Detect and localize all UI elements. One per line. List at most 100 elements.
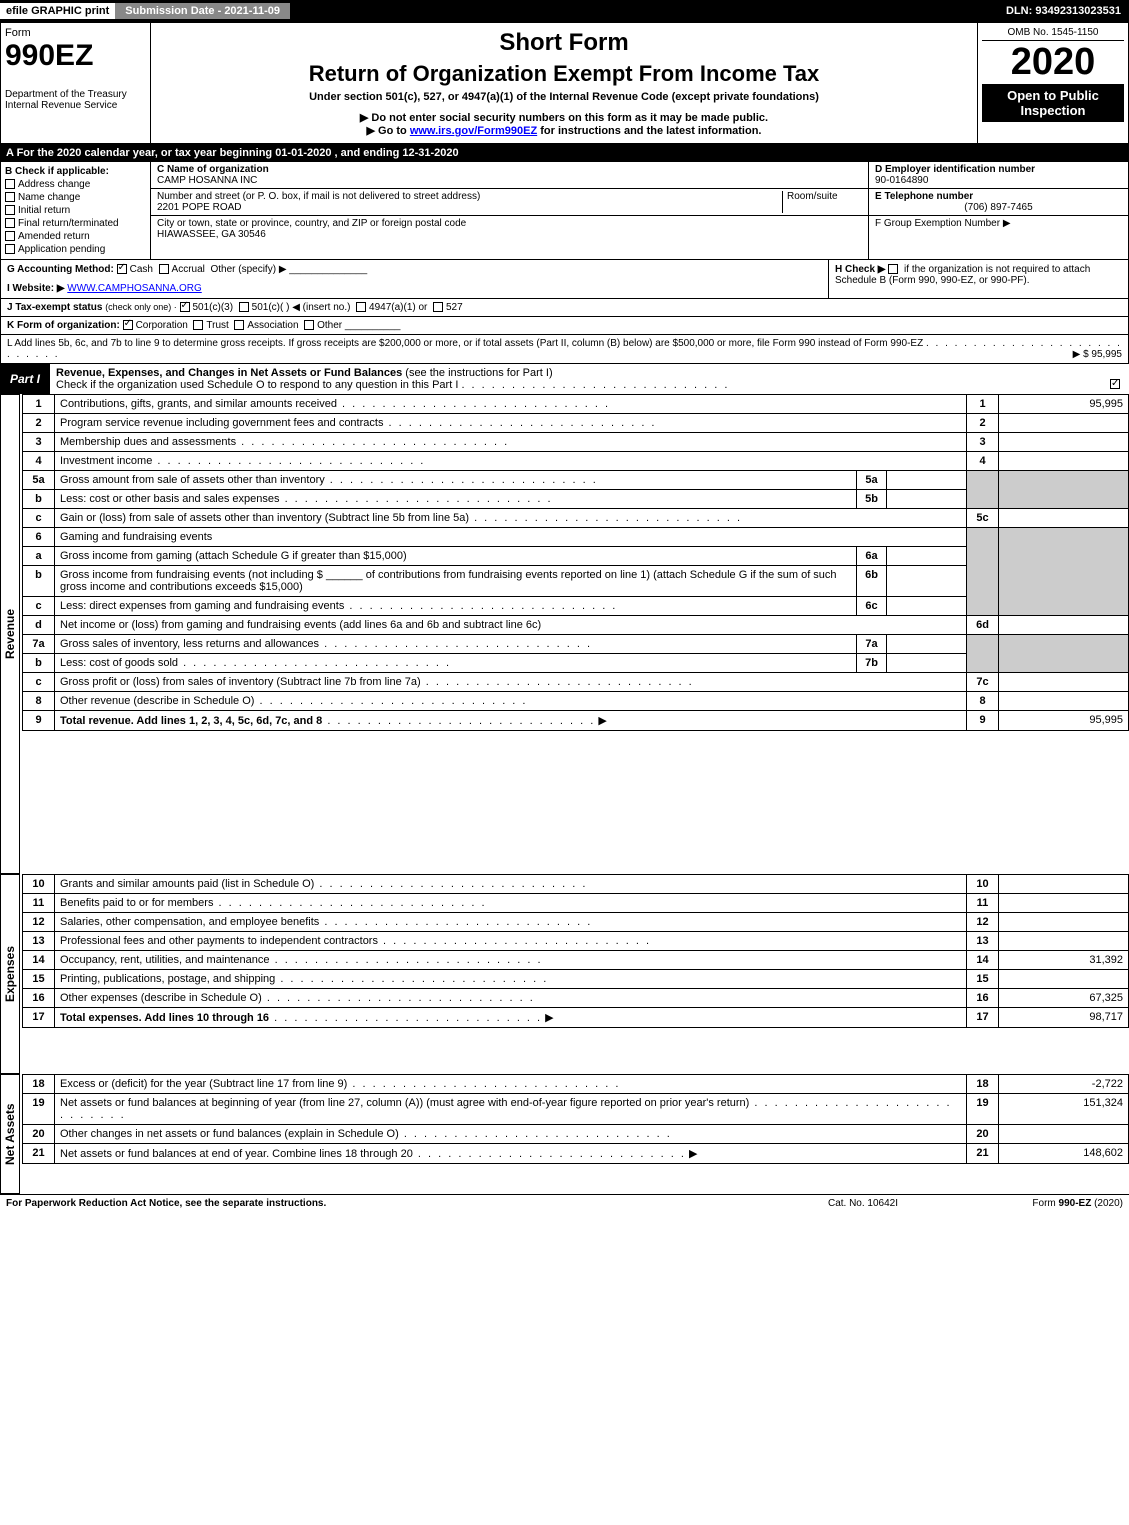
tax-exempt-status-row: J Tax-exempt status (check only one) · 5… (0, 299, 1129, 317)
line-6a: aGross income from gaming (attach Schedu… (23, 547, 1129, 566)
city-label: City or town, state or province, country… (157, 218, 862, 229)
dept-treasury: Department of the Treasury (5, 89, 146, 100)
section-b-title: B Check if applicable: (5, 166, 146, 177)
checkbox-501c[interactable] (239, 302, 249, 312)
checkbox-other-org[interactable] (304, 320, 314, 330)
website-link[interactable]: WWW.CAMPHOSANNA.ORG (67, 283, 201, 294)
section-k-label: K Form of organization: (7, 320, 120, 331)
omb-number: OMB No. 1545-1150 (982, 27, 1124, 41)
gross-receipts-amount: ▶ $ 95,995 (1073, 349, 1122, 360)
checkbox-501c3[interactable] (180, 302, 190, 312)
checkbox-association[interactable] (234, 320, 244, 330)
group-exemption-label: F Group Exemption Number ▶ (875, 218, 1122, 229)
section-h-label: H Check ▶ (835, 264, 885, 275)
checkbox-corporation[interactable] (123, 320, 133, 330)
tax-year-period: A For the 2020 calendar year, or tax yea… (0, 144, 1129, 162)
top-bar: efile GRAPHIC print Submission Date - 20… (0, 0, 1129, 22)
checkbox-accrual[interactable] (159, 264, 169, 274)
checkbox-initial-return[interactable]: Initial return (5, 205, 146, 216)
part-1-subtitle: (see the instructions for Part I) (405, 367, 552, 379)
checkbox-amended-return[interactable]: Amended return (5, 231, 146, 242)
line-6d: dNet income or (loss) from gaming and fu… (23, 616, 1129, 635)
line-19: 19Net assets or fund balances at beginni… (23, 1094, 1129, 1125)
line-7a: 7aGross sales of inventory, less returns… (23, 635, 1129, 654)
checkbox-schedule-o[interactable] (1110, 379, 1120, 389)
phone-value: (706) 897-7465 (875, 202, 1122, 213)
accounting-method-row: G Accounting Method: Cash Accrual Other … (0, 260, 1129, 299)
checkbox-final-return[interactable]: Final return/terminated (5, 218, 146, 229)
line-8: 8Other revenue (describe in Schedule O)8 (23, 692, 1129, 711)
line-6c: cLess: direct expenses from gaming and f… (23, 597, 1129, 616)
netassets-side-label: Net Assets (0, 1074, 20, 1194)
line-5b: bLess: cost or other basis and sales exp… (23, 490, 1129, 509)
line-18: 18Excess or (deficit) for the year (Subt… (23, 1075, 1129, 1094)
checkbox-4947[interactable] (356, 302, 366, 312)
line-5a: 5aGross amount from sale of assets other… (23, 471, 1129, 490)
line-7b: bLess: cost of goods sold7b (23, 654, 1129, 673)
revenue-side-label: Revenue (0, 394, 20, 874)
submission-date: Submission Date - 2021-11-09 (115, 3, 290, 19)
checkbox-trust[interactable] (193, 320, 203, 330)
ein-label: D Employer identification number (875, 164, 1122, 175)
line-4: 4Investment income4 (23, 452, 1129, 471)
line-6: 6Gaming and fundraising events (23, 528, 1129, 547)
org-name: CAMP HOSANNA INC (157, 175, 862, 186)
form-label: Form (5, 27, 146, 39)
line-6b: bGross income from fundraising events (n… (23, 566, 1129, 597)
expenses-side-label: Expenses (0, 874, 20, 1074)
section-b-checkboxes: B Check if applicable: Address change Na… (1, 162, 151, 259)
accounting-method-label: G Accounting Method: (7, 264, 114, 275)
netassets-table: 18Excess or (deficit) for the year (Subt… (22, 1074, 1129, 1164)
part-1-header: Part I Revenue, Expenses, and Changes in… (0, 364, 1129, 394)
section-j-label: J Tax-exempt status (7, 302, 102, 313)
website-label: I Website: ▶ (7, 283, 65, 294)
expenses-table: 10Grants and similar amounts paid (list … (22, 874, 1129, 1028)
irs-label: Internal Revenue Service (5, 100, 146, 111)
line-14: 14Occupancy, rent, utilities, and mainte… (23, 951, 1129, 970)
checkbox-schedule-b[interactable] (888, 264, 898, 274)
line-10: 10Grants and similar amounts paid (list … (23, 875, 1129, 894)
return-title: Return of Organization Exempt From Incom… (157, 61, 971, 87)
checkbox-name-change[interactable]: Name change (5, 192, 146, 203)
checkbox-application-pending[interactable]: Application pending (5, 244, 146, 255)
line-20: 20Other changes in net assets or fund ba… (23, 1125, 1129, 1144)
gross-receipts-row: L Add lines 5b, 6c, and 7b to line 9 to … (0, 335, 1129, 364)
section-l-text: L Add lines 5b, 6c, and 7b to line 9 to … (7, 338, 923, 349)
room-suite-label: Room/suite (782, 191, 862, 213)
short-form-title: Short Form (157, 29, 971, 57)
dln-number: DLN: 93492313023531 (998, 3, 1129, 19)
line-21: 21Net assets or fund balances at end of … (23, 1144, 1129, 1164)
efile-print-label[interactable]: efile GRAPHIC print (0, 3, 115, 19)
tax-year: 2020 (982, 41, 1124, 84)
section-text: Under section 501(c), 527, or 4947(a)(1)… (157, 91, 971, 103)
other-specify: Other (specify) ▶ (210, 264, 286, 275)
street-label: Number and street (or P. O. box, if mail… (157, 191, 782, 202)
page-footer: For Paperwork Reduction Act Notice, see … (0, 1194, 1129, 1212)
form-of-org-row: K Form of organization: Corporation Trus… (0, 317, 1129, 335)
line-13: 13Professional fees and other payments t… (23, 932, 1129, 951)
street-address: 2201 POPE ROAD (157, 202, 782, 213)
city-state-zip: HIAWASSEE, GA 30546 (157, 229, 862, 240)
line-17: 17Total expenses. Add lines 10 through 1… (23, 1008, 1129, 1028)
irs-link[interactable]: www.irs.gov/Form990EZ (410, 125, 537, 137)
phone-label: E Telephone number (875, 191, 1122, 202)
part-1-check-note: Check if the organization used Schedule … (56, 379, 458, 391)
line-9: 9Total revenue. Add lines 1, 2, 3, 4, 5c… (23, 711, 1129, 731)
paperwork-notice: For Paperwork Reduction Act Notice, see … (6, 1198, 783, 1209)
line-16: 16Other expenses (describe in Schedule O… (23, 989, 1129, 1008)
line-3: 3Membership dues and assessments3 (23, 433, 1129, 452)
line-12: 12Salaries, other compensation, and empl… (23, 913, 1129, 932)
checkbox-527[interactable] (433, 302, 443, 312)
checkbox-cash[interactable] (117, 264, 127, 274)
form-header: Form 990EZ Department of the Treasury In… (0, 22, 1129, 144)
line-15: 15Printing, publications, postage, and s… (23, 970, 1129, 989)
ein-value: 90-0164890 (875, 175, 1122, 186)
ssn-warning: ▶ Do not enter social security numbers o… (157, 111, 971, 124)
revenue-table: 1Contributions, gifts, grants, and simil… (22, 394, 1129, 731)
line-5c: cGain or (loss) from sale of assets othe… (23, 509, 1129, 528)
goto-instructions: ▶ Go to www.irs.gov/Form990EZ for instru… (157, 124, 971, 137)
part-1-label: Part I (0, 369, 50, 389)
line-7c: cGross profit or (loss) from sales of in… (23, 673, 1129, 692)
checkbox-address-change[interactable]: Address change (5, 179, 146, 190)
line-2: 2Program service revenue including gover… (23, 414, 1129, 433)
